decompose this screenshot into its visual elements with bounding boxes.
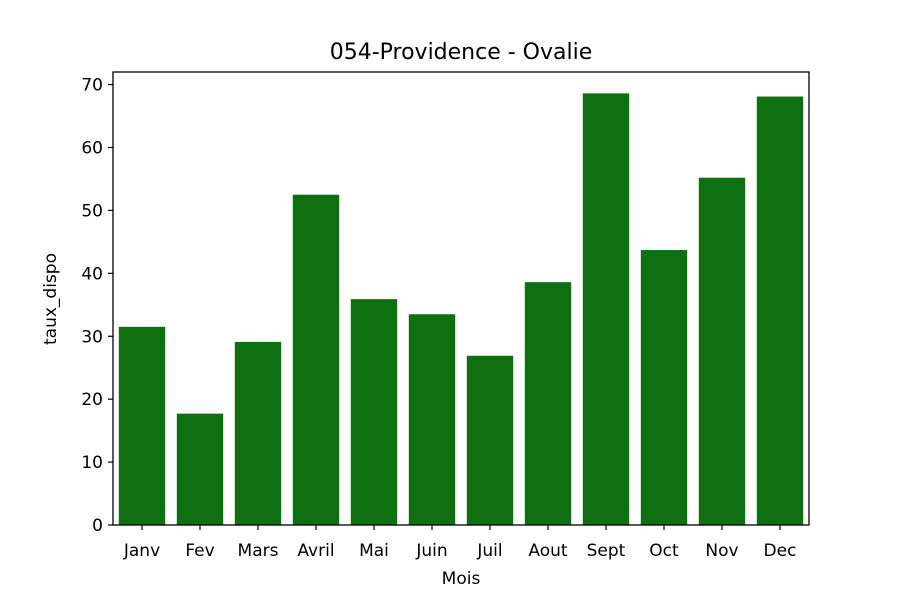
y-tick-label: 50	[81, 201, 103, 221]
y-tick-label: 0	[92, 516, 103, 536]
x-tick-label: Aout	[528, 541, 568, 561]
y-axis-label: taux_dispo	[41, 253, 61, 345]
bar-juin	[408, 314, 456, 525]
bar-dec	[756, 96, 804, 525]
bar-mai	[350, 299, 398, 525]
x-tick-label: Avril	[297, 541, 334, 561]
y-tick-label: 70	[81, 76, 103, 96]
bar-aout	[524, 282, 572, 525]
bar-fev	[176, 413, 224, 525]
x-tick-label: Fev	[185, 541, 214, 561]
y-tick-label: 30	[81, 327, 103, 347]
chart-title: 054-Providence - Ovalie	[330, 40, 593, 65]
bars-group	[118, 93, 804, 526]
x-axis: Janv Fev Mars Avril Mai Juin Juil Aout Sept Oct No…	[123, 525, 797, 561]
x-tick-label: Juil	[476, 541, 502, 561]
bar-nov	[698, 177, 746, 525]
plot-frame	[112, 71, 810, 526]
bar-juil	[466, 355, 514, 525]
x-tick-label: Janv	[123, 541, 160, 561]
y-tick-label: 10	[81, 453, 103, 473]
bar-sept	[582, 93, 630, 526]
bar-avril	[292, 194, 340, 525]
x-tick-label: Juin	[415, 541, 447, 561]
bar-oct	[640, 250, 688, 525]
y-tick-label: 40	[81, 264, 103, 284]
x-tick-label: Mars	[238, 541, 279, 561]
y-tick-label: 20	[81, 390, 103, 410]
x-tick-label: Mai	[359, 541, 389, 561]
x-tick-label: Sept	[587, 541, 626, 561]
x-tick-label: Nov	[705, 541, 738, 561]
x-axis-label: Mois	[442, 569, 481, 589]
x-tick-label: Dec	[764, 541, 797, 561]
bar-janv	[118, 326, 166, 525]
x-tick-label: Oct	[649, 541, 679, 561]
y-tick-label: 60	[81, 139, 103, 159]
y-axis: 0 10 20 30 40 50 60 70	[81, 76, 113, 536]
bar-mars	[234, 341, 282, 525]
